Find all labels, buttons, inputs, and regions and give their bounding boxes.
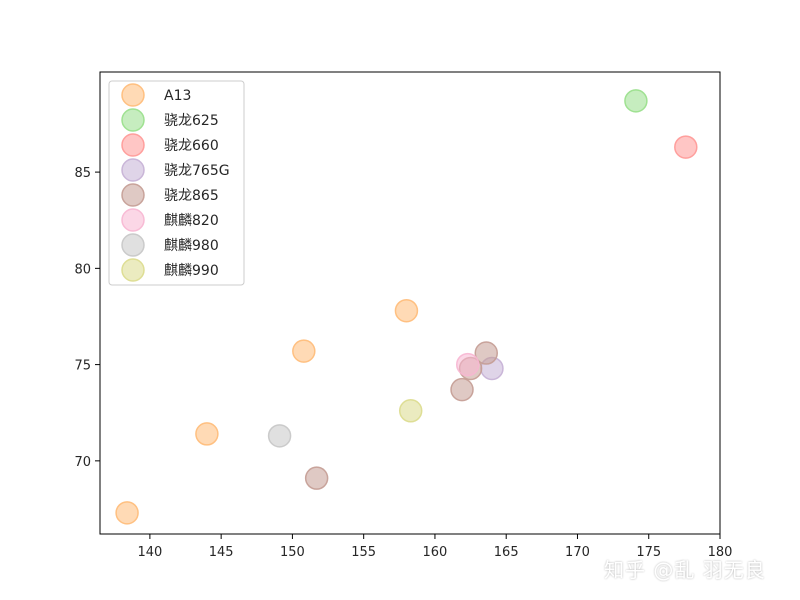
y-tick-label-0: 70 [74,455,91,470]
point-7-0 [398,399,423,423]
point-0-1 [195,422,219,446]
y-axis: 70 75 80 85 [74,166,100,470]
point-0-3 [394,298,419,323]
x-tick-label-4: 160 [423,545,448,560]
legend-label-2: 骁龙660 [164,138,219,154]
point-4-0 [304,466,329,490]
legend-marker-6 [121,233,145,257]
legend-marker-4 [121,183,145,207]
watermark: 知乎 @乱 羽无良 [604,558,766,582]
legend: A13 骁龙625 骁龙660 骁龙765G 骁龙865 麒麟820 麒麟980 麒麟990 [108,80,245,286]
point-0-0 [115,501,139,525]
x-tick-label-5: 165 [494,545,519,560]
legend-label-4: 骁龙865 [164,188,219,204]
point-0-2 [292,339,316,363]
legend-label-3: 骁龙765G [164,163,230,179]
point-5-0 [455,352,480,377]
legend-marker-5 [121,208,145,232]
legend-marker-1 [121,108,145,132]
legend-label-6: 麒麟980 [164,238,219,254]
axes-frame [99,71,721,535]
legend-label-0: A13 [164,88,191,104]
legend-marker-7 [121,258,145,282]
y-tick-label-1: 75 [74,359,91,374]
x-tick-label-2: 150 [280,545,305,560]
y-tick-label-3: 85 [74,166,91,181]
point-2-0 [674,135,698,159]
legend-label-7: 麒麟990 [164,263,219,279]
point-6-0 [267,424,292,448]
legend-marker-3 [121,158,145,182]
x-tick-label-0: 140 [137,545,162,560]
legend-box [108,80,245,286]
legend-label-1: 骁龙625 [164,113,219,129]
y-tick-label-2: 80 [74,262,91,277]
plot-marks [115,89,698,525]
point-1-0 [624,89,648,113]
point-4-2 [474,341,499,365]
x-tick-label-6: 170 [565,545,590,560]
x-tick-label-3: 155 [351,545,376,560]
x-tick-label-7: 175 [636,545,661,560]
x-axis: 140 145 150 155 160 165 170 175 180 [137,534,732,560]
x-tick-label-1: 145 [209,545,234,560]
legend-label-5: 麒麟820 [164,213,219,229]
legend-marker-0 [121,83,145,107]
x-tick-label-8: 180 [708,545,733,560]
legend-marker-2 [121,133,145,157]
point-4-1 [450,377,474,402]
